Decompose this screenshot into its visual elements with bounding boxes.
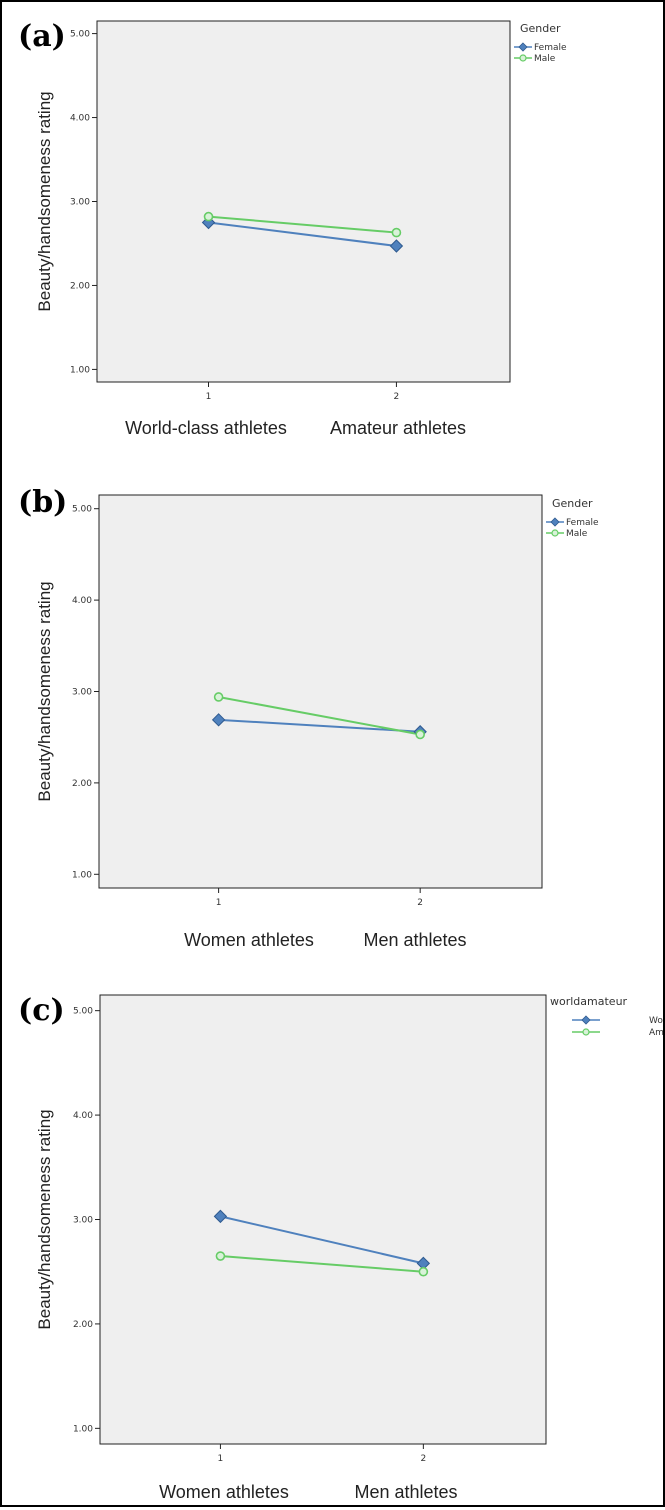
- legend-entry-male: Male: [566, 529, 588, 539]
- category-label-1: Women athletes: [159, 1482, 289, 1502]
- data-point-diamond: [211, 713, 226, 727]
- x-tick-label: 2: [394, 392, 400, 402]
- category-label-2: Men athletes: [363, 930, 466, 950]
- chart-panel-2: 1.00 2.00 3.00 4.00 5.00 1 2 Beauty/handsomenes…: [18, 485, 599, 950]
- data-point-circle: [215, 1251, 226, 1261]
- plot-area: [99, 994, 547, 1445]
- y-axis-label: Beauty/handsomeness rating: [35, 1109, 54, 1329]
- legend-marker-circle: [551, 529, 559, 537]
- series-line-male: [208, 215, 397, 234]
- series-line-world-class: [220, 1215, 424, 1265]
- y-tick-label: 2.00: [73, 1320, 93, 1330]
- series-line-female: [208, 221, 397, 247]
- y-tick-label: 3.00: [73, 1216, 93, 1226]
- x-tick-label: 2: [420, 1454, 426, 1464]
- data-point-circle: [391, 227, 402, 238]
- x-tick-label: 1: [216, 898, 222, 908]
- legend-marker-diamond: [518, 42, 528, 52]
- y-tick-label: 1.00: [73, 1424, 93, 1434]
- legend-title: Gender: [552, 497, 593, 510]
- legend-marker-circle: [582, 1028, 590, 1036]
- legend-entry-world-class: World-class: [649, 1016, 663, 1026]
- x-tick-label: 1: [218, 1454, 224, 1464]
- chart-panel-3: 1.00 2.00 3.00 4.00 5.00 1 2 Beauty/handsomenes…: [18, 993, 665, 1502]
- data-point-diamond: [213, 1209, 228, 1224]
- legend-marker-diamond: [550, 517, 560, 527]
- legend-title: worldamateur: [550, 995, 628, 1008]
- panel-label: (a): [18, 19, 66, 54]
- y-tick-label: 1.00: [72, 870, 92, 880]
- y-axis-label: Beauty/handsomeness rating: [35, 91, 54, 311]
- y-tick-label: 4.00: [70, 114, 90, 124]
- y-tick-label: 2.00: [70, 281, 90, 291]
- legend-entry-amateur: Amateur: [649, 1028, 663, 1038]
- y-tick-label: 2.00: [72, 779, 92, 789]
- y-tick-label: 1.00: [70, 365, 90, 375]
- legend: worldamateur World-class Amateur: [550, 995, 665, 1038]
- data-point-circle: [415, 729, 425, 740]
- series-line-male: [218, 696, 421, 736]
- legend-marker-circle: [519, 54, 527, 62]
- data-point-diamond: [389, 239, 404, 253]
- panel-label: (b): [18, 485, 67, 520]
- y-tick-label: 5.00: [73, 1007, 93, 1017]
- data-point-circle: [418, 1266, 429, 1277]
- category-label-1: World-class athletes: [125, 418, 287, 438]
- data-point-circle: [203, 211, 214, 222]
- y-tick-label: 4.00: [73, 1111, 93, 1121]
- y-tick-label: 3.00: [72, 688, 92, 698]
- legend-entry-male: Male: [534, 54, 556, 64]
- category-label-2: Men athletes: [354, 1482, 457, 1502]
- y-tick-label: 5.00: [72, 505, 92, 515]
- category-label-2: Amateur athletes: [330, 418, 466, 438]
- y-axis-label: Beauty/handsomeness rating: [35, 581, 54, 801]
- y-tick-label: 3.00: [70, 198, 90, 208]
- chart-panel-1: 1.00 2.00 3.00 4.00 5.00 1 2 Beauty/handsomenes…: [18, 19, 567, 438]
- y-tick-label: 4.00: [72, 596, 92, 606]
- y-tick-label: 5.00: [70, 30, 90, 40]
- legend-entry-female: Female: [534, 43, 567, 53]
- panel-label: (c): [18, 993, 65, 1028]
- category-label-1: Women athletes: [184, 930, 314, 950]
- legend-title: Gender: [520, 22, 561, 35]
- series-line-female: [218, 718, 421, 733]
- plot-area: [96, 20, 511, 383]
- plot-area: [98, 494, 543, 889]
- series-line-amateur: [220, 1255, 424, 1273]
- x-tick-label: 1: [206, 392, 212, 402]
- legend-entry-female: Female: [566, 518, 599, 528]
- legend-marker-diamond: [581, 1015, 591, 1025]
- x-tick-label: 2: [417, 898, 423, 908]
- data-point-circle: [213, 692, 224, 702]
